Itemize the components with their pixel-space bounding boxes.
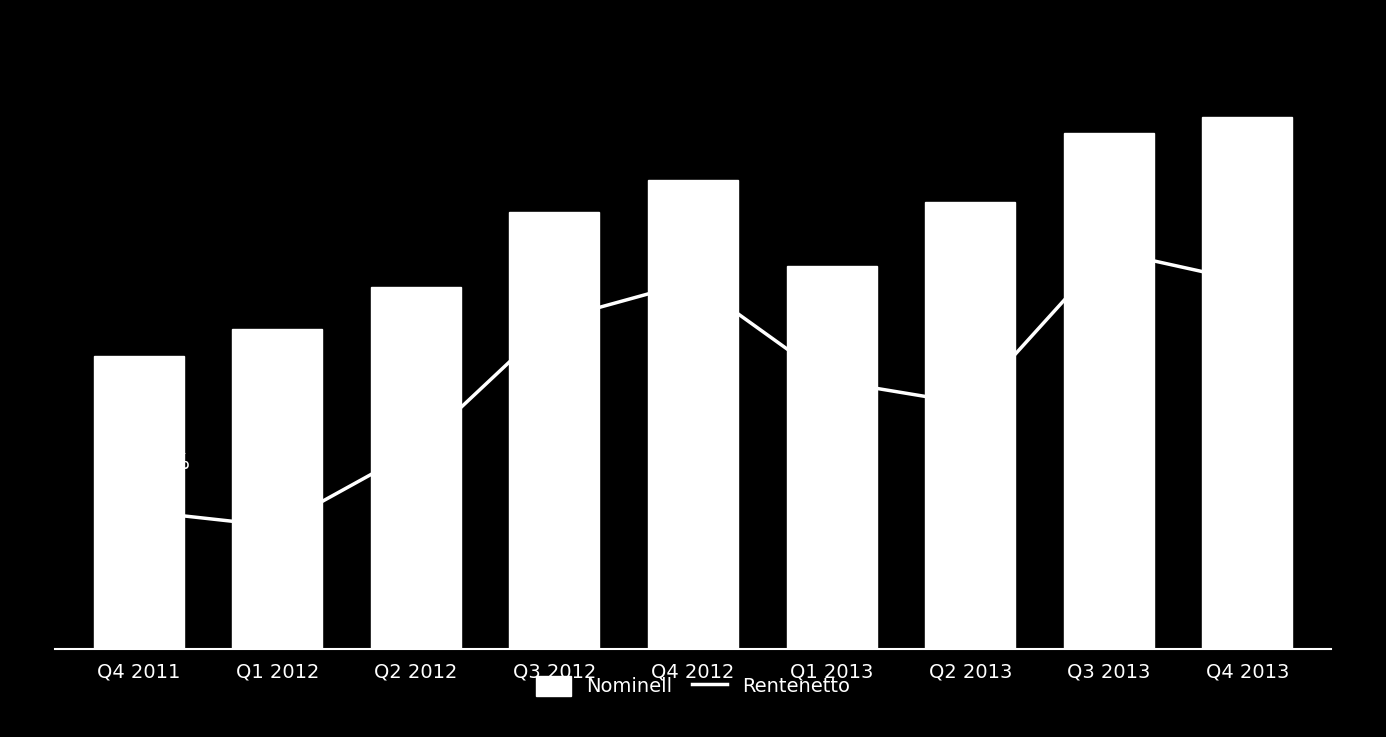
Bar bbox=[233, 329, 322, 649]
Legend: Nominell, Rentenetto: Nominell, Rentenetto bbox=[525, 666, 861, 706]
Bar bbox=[371, 287, 460, 649]
Text: 1,46%: 1,46% bbox=[244, 565, 310, 584]
Bar bbox=[926, 202, 1015, 649]
Text: 1,56%: 1,56% bbox=[383, 391, 449, 411]
Text: 1,73%: 1,73% bbox=[521, 262, 588, 282]
Bar bbox=[509, 212, 599, 649]
Text: 1,82%: 1,82% bbox=[1076, 192, 1142, 213]
Text: 1,65%: 1,65% bbox=[798, 323, 865, 343]
Bar bbox=[93, 356, 183, 649]
Bar bbox=[787, 265, 876, 649]
Bar bbox=[1064, 133, 1153, 649]
Bar bbox=[1202, 116, 1292, 649]
Bar bbox=[647, 181, 737, 649]
Text: 1,48%: 1,48% bbox=[125, 453, 191, 472]
Text: 1,78%: 1,78% bbox=[660, 223, 726, 243]
